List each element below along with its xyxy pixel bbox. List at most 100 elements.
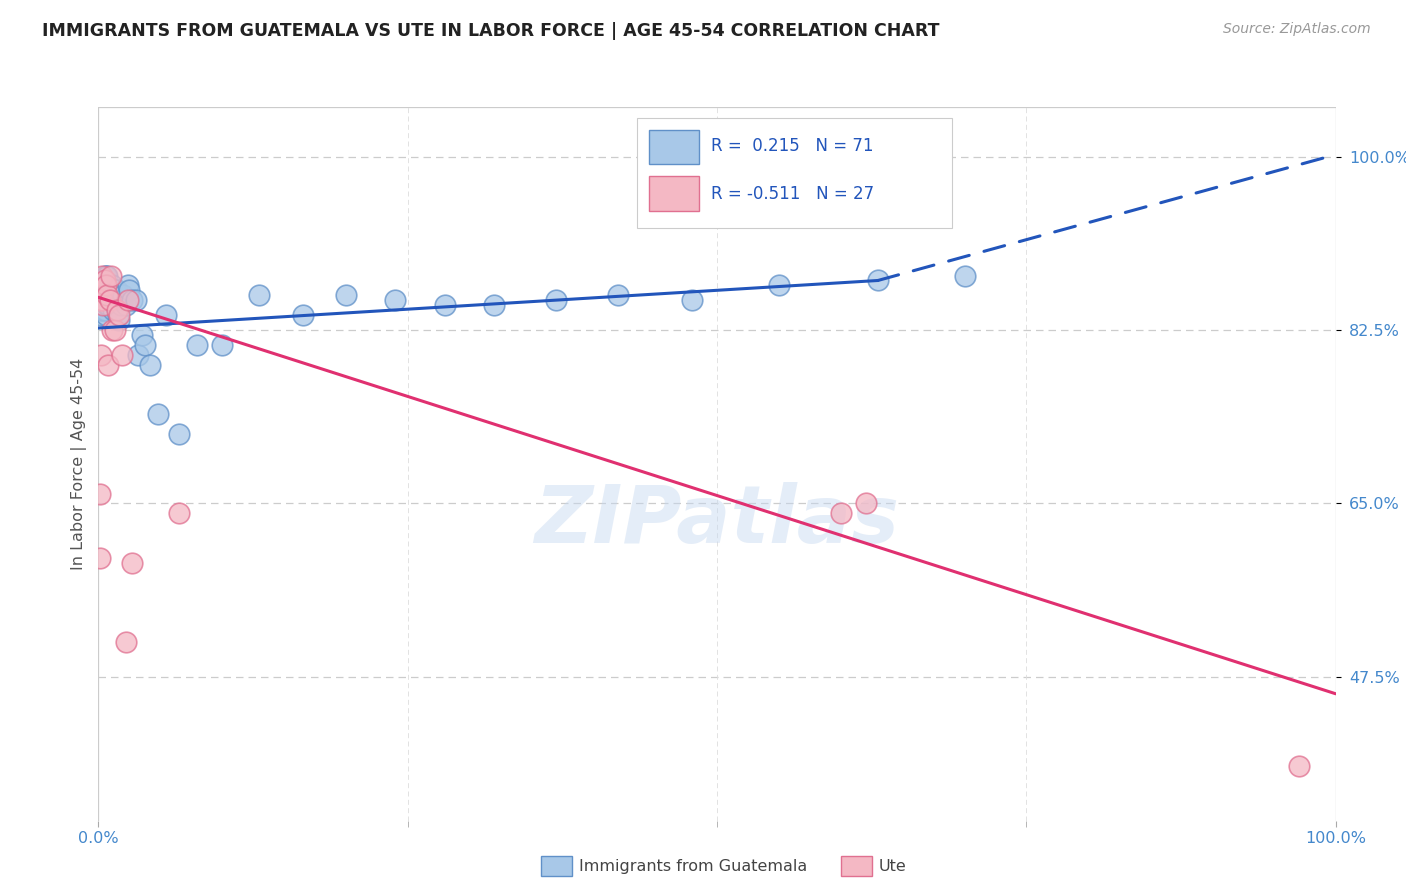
Point <box>131 328 153 343</box>
Point <box>96 288 118 302</box>
Point <box>93 293 115 308</box>
Point <box>93 288 115 302</box>
Point <box>953 268 976 283</box>
Point <box>97 278 120 293</box>
Point <box>91 273 114 287</box>
Point <box>186 338 208 352</box>
Point <box>97 288 120 302</box>
Point <box>291 308 314 322</box>
Point <box>101 323 124 337</box>
Point <box>93 278 115 293</box>
Point <box>108 308 131 322</box>
Point <box>124 293 146 308</box>
Point <box>384 293 406 308</box>
Point <box>93 268 115 283</box>
Point <box>96 278 118 293</box>
Point <box>121 293 143 308</box>
Point <box>105 303 128 318</box>
Point <box>94 293 117 308</box>
Point <box>114 298 136 312</box>
Point <box>96 298 118 312</box>
Point <box>110 298 132 312</box>
Point <box>98 293 121 308</box>
Point <box>111 293 134 308</box>
Point <box>108 313 131 327</box>
Point <box>96 268 118 283</box>
Point <box>100 284 122 298</box>
Point <box>433 298 456 312</box>
Point <box>93 303 115 318</box>
Point <box>97 298 120 312</box>
Point <box>103 303 125 318</box>
Point <box>546 293 568 308</box>
FancyBboxPatch shape <box>637 118 952 228</box>
Point <box>96 288 118 302</box>
FancyBboxPatch shape <box>650 177 699 211</box>
Point <box>1288 759 1310 773</box>
Point <box>94 278 117 293</box>
Point <box>93 293 115 308</box>
Point <box>91 268 114 283</box>
Point <box>93 284 115 298</box>
Point <box>100 293 122 308</box>
Point <box>105 284 128 298</box>
Point <box>93 273 115 287</box>
Text: Immigrants from Guatemala: Immigrants from Guatemala <box>579 859 807 873</box>
Point <box>101 288 124 302</box>
Point <box>146 407 169 421</box>
Point <box>855 496 877 510</box>
Point <box>90 348 112 362</box>
Point <box>866 273 889 287</box>
Point <box>121 556 143 570</box>
Point <box>167 507 190 521</box>
Point <box>90 308 112 322</box>
Point <box>90 293 112 308</box>
Point <box>681 293 703 308</box>
Point <box>127 348 149 362</box>
Point <box>830 507 852 521</box>
Point <box>155 308 177 322</box>
Point <box>97 358 120 372</box>
Point <box>114 635 136 649</box>
Point <box>94 288 117 302</box>
Point <box>118 284 141 298</box>
Point <box>93 303 115 318</box>
Point <box>607 288 630 302</box>
Point <box>89 303 111 318</box>
Point <box>98 284 121 298</box>
Point <box>94 308 117 322</box>
Point <box>94 278 117 293</box>
Text: IMMIGRANTS FROM GUATEMALA VS UTE IN LABOR FORCE | AGE 45-54 CORRELATION CHART: IMMIGRANTS FROM GUATEMALA VS UTE IN LABO… <box>42 22 939 40</box>
Point <box>94 268 117 283</box>
Point <box>768 278 790 293</box>
Point <box>89 551 111 566</box>
Text: R =  0.215   N = 71: R = 0.215 N = 71 <box>711 137 873 155</box>
Point <box>101 278 124 293</box>
Point <box>93 298 115 312</box>
Point <box>134 338 156 352</box>
Point <box>103 284 125 298</box>
Point <box>111 348 134 362</box>
Text: R = -0.511   N = 27: R = -0.511 N = 27 <box>711 186 875 203</box>
Point <box>89 486 111 500</box>
Point <box>117 278 139 293</box>
Point <box>91 293 114 308</box>
Point <box>91 288 114 302</box>
Point <box>335 288 357 302</box>
Point <box>104 293 127 308</box>
Point <box>103 288 125 302</box>
Text: Source: ZipAtlas.com: Source: ZipAtlas.com <box>1223 22 1371 37</box>
Point <box>103 323 125 337</box>
Point <box>112 288 135 302</box>
Point <box>247 288 270 302</box>
Point <box>211 338 233 352</box>
Point <box>93 273 115 287</box>
Point <box>139 358 162 372</box>
Point <box>91 303 114 318</box>
Point <box>103 298 125 312</box>
FancyBboxPatch shape <box>650 130 699 164</box>
Text: ZIPatlas: ZIPatlas <box>534 482 900 560</box>
Point <box>167 427 190 442</box>
Text: Ute: Ute <box>879 859 907 873</box>
Point <box>105 303 128 318</box>
